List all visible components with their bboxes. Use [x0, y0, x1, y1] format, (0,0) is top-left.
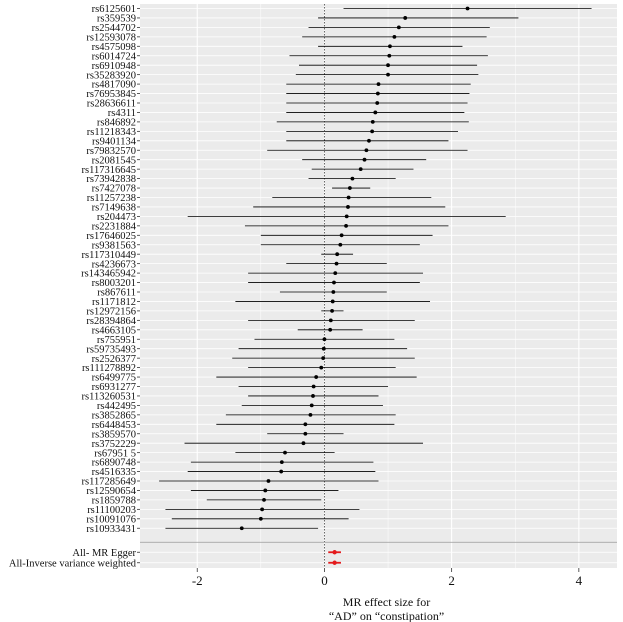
- snp-point: [377, 82, 381, 86]
- snp-point: [309, 413, 313, 417]
- snp-point: [351, 177, 355, 181]
- snp-point: [403, 16, 407, 20]
- snp-point: [335, 252, 339, 256]
- snp-point: [340, 233, 344, 237]
- y-axis-labels: rs6125601rs359539rs2544702rs12593078rs45…: [9, 4, 140, 569]
- snp-point: [319, 366, 323, 370]
- x-axis-title-line2: “AD” on “constipation”: [329, 609, 444, 622]
- snp-point: [240, 526, 244, 530]
- snp-point: [359, 167, 363, 171]
- snp-point: [329, 318, 333, 322]
- x-axis: -2 0 2 4: [192, 568, 583, 588]
- snp-point: [393, 35, 397, 39]
- snp-point: [388, 44, 392, 48]
- snp-point: [303, 422, 307, 426]
- snp-point: [303, 432, 307, 436]
- x-axis-title-line1: MR effect size for: [343, 595, 430, 609]
- snp-point: [363, 158, 367, 162]
- snp-point: [311, 394, 315, 398]
- snp-point: [328, 328, 332, 332]
- snp-point: [370, 129, 374, 133]
- snp-point: [331, 300, 335, 304]
- x-tick-label: 4: [576, 573, 583, 588]
- snp-point: [335, 262, 339, 266]
- snp-point: [387, 54, 391, 58]
- snp-point: [365, 148, 369, 152]
- x-tick-label: 2: [448, 573, 455, 588]
- snp-point: [330, 309, 334, 313]
- snp-point: [346, 205, 350, 209]
- forest-plot: rs6125601rs359539rs2544702rs12593078rs45…: [0, 0, 623, 622]
- snp-point: [310, 404, 314, 408]
- snp-point: [321, 356, 325, 360]
- x-tick-label: -2: [192, 573, 203, 588]
- snp-point: [375, 101, 379, 105]
- snp-point: [386, 63, 390, 67]
- snp-point: [386, 73, 390, 77]
- snp-point: [260, 507, 264, 511]
- snp-point: [283, 451, 287, 455]
- snp-point: [347, 196, 351, 200]
- snp-point: [333, 271, 337, 275]
- snp-point: [280, 460, 284, 464]
- snp-point: [466, 7, 470, 11]
- snp-point: [312, 385, 316, 389]
- snp-point: [344, 224, 348, 228]
- plot-panel: [140, 4, 617, 568]
- snp-point: [323, 337, 327, 341]
- snp-point: [314, 375, 318, 379]
- x-tick-label: 0: [321, 573, 328, 588]
- snp-point: [397, 26, 401, 30]
- snp-point: [302, 441, 306, 445]
- snp-point: [259, 517, 263, 521]
- snp-point: [262, 498, 266, 502]
- snp-label: rs10933431: [86, 524, 136, 535]
- summary-label: All-Inverse variance weighted: [9, 558, 137, 569]
- snp-point: [332, 281, 336, 285]
- summary-point: [332, 561, 336, 565]
- summary-point: [332, 550, 336, 554]
- snp-point: [263, 489, 267, 493]
- summary-label: All- MR Egger: [72, 548, 136, 559]
- snp-point: [279, 470, 283, 474]
- snp-point: [376, 92, 380, 96]
- snp-point: [331, 290, 335, 294]
- snp-point: [348, 186, 352, 190]
- snp-point: [267, 479, 271, 483]
- snp-point: [322, 347, 326, 351]
- snp-point: [373, 111, 377, 115]
- snp-point: [345, 215, 349, 219]
- snp-point: [367, 139, 371, 143]
- snp-point: [338, 243, 342, 247]
- snp-point: [371, 120, 375, 124]
